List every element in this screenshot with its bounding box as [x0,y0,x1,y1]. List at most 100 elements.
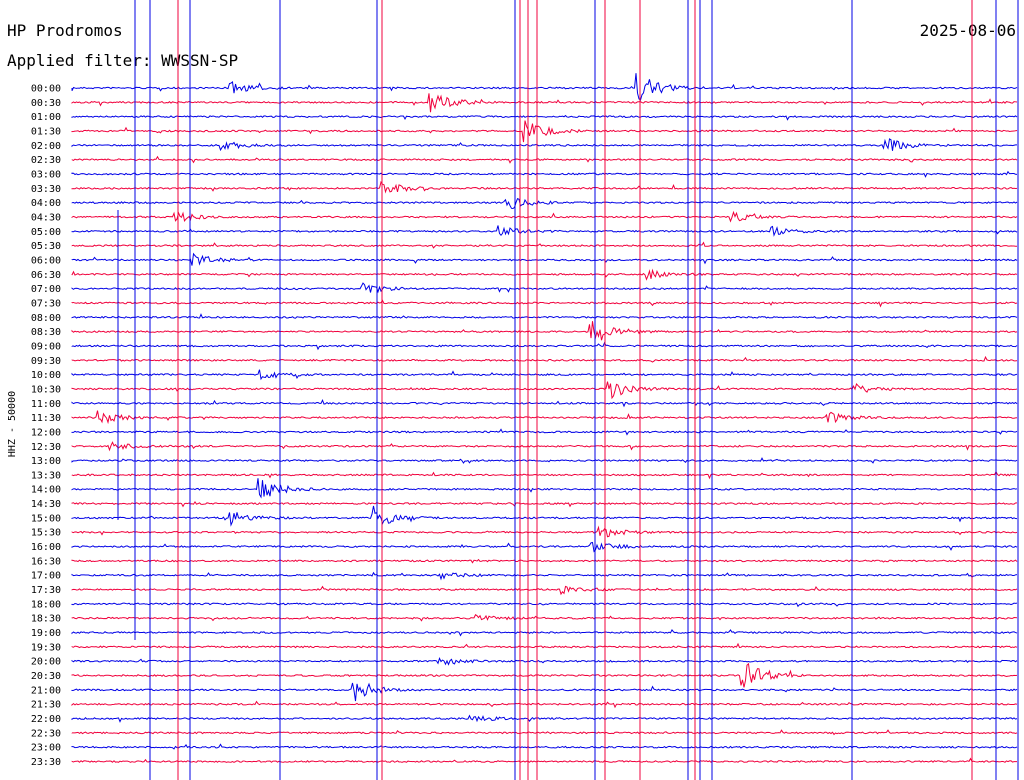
row-time-label: 00:30 [31,98,61,109]
row-time-label: 15:30 [31,528,61,539]
row-time-label: 07:00 [31,284,61,295]
trace-row [71,268,1018,281]
row-time-label: 12:00 [31,427,61,438]
trace-row [71,525,1018,538]
trace-row [71,457,1018,464]
y-axis-label: HHZ - 50000 [7,391,18,457]
row-time-label: 07:30 [31,298,61,309]
trace-row [71,225,1018,237]
trace-row [71,198,1018,210]
row-time-label: 22:30 [31,728,61,739]
row-time-label: 17:00 [31,571,61,582]
trace-row [71,571,1018,581]
date-label: 2025-08-06 [920,21,1016,40]
trace-row [71,120,1018,143]
trace-row [71,252,1018,266]
row-time-label: 06:30 [31,270,61,281]
row-time-label: 12:30 [31,442,61,453]
trace-row [71,428,1018,436]
trace-row [71,398,1018,408]
row-time-label: 01:30 [31,126,61,137]
trace-row [71,210,1018,223]
row-time-label: 09:30 [31,356,61,367]
row-time-label: 04:00 [31,198,61,209]
row-time-label: 21:30 [31,700,61,711]
trace-row [71,642,1018,649]
row-time-label: 14:30 [31,499,61,510]
trace-row [71,757,1018,763]
row-time-label: 20:00 [31,657,61,668]
row-time-label: 10:00 [31,370,61,381]
trace-row [71,73,1018,101]
row-time-label: 05:30 [31,241,61,252]
trace-row [71,558,1018,564]
row-time-label: 18:00 [31,599,61,610]
row-time-label: 06:00 [31,255,61,266]
row-time-label: 16:30 [31,556,61,567]
trace-row [71,657,1018,666]
trace-row [71,341,1018,351]
filter-label: Applied filter: WWSSN-SP [7,51,238,70]
trace-row [71,662,1018,688]
trace-row [71,381,1018,400]
trace-row [71,410,1018,425]
row-time-label: 23:00 [31,743,61,754]
trace-row [71,729,1018,736]
trace-row [71,355,1018,363]
trace-row [71,369,1018,381]
row-time-label: 16:00 [31,542,61,553]
trace-row [71,714,1018,723]
trace-row [71,441,1018,452]
trace-row [71,313,1018,319]
row-time-label: 22:00 [31,714,61,725]
trace-row [71,155,1018,164]
trace-row [71,478,1018,499]
trace-row [71,505,1018,527]
row-time-label: 18:30 [31,614,61,625]
trace-row [71,282,1018,294]
trace-row [71,170,1018,178]
row-time-label: 10:30 [31,384,61,395]
vertical-spikes [117,0,1019,780]
row-time-label: 08:00 [31,313,61,324]
row-time-label: 09:00 [31,341,61,352]
row-time-label: 11:00 [31,399,61,410]
row-time-label: 08:30 [31,327,61,338]
trace-row [71,629,1018,637]
trace-row [71,602,1018,608]
row-time-label: 02:30 [31,155,61,166]
trace-row [71,743,1018,750]
trace-row [71,541,1018,553]
trace-rows: 00:00 00:30 01:00 01:30 02:00 02:30 03:00 03:30… [31,73,1018,768]
row-time-label: 03:30 [31,184,61,195]
row-time-label: 19:30 [31,642,61,653]
row-time-label: 17:30 [31,585,61,596]
trace-row [71,114,1018,121]
trace-row [71,700,1018,709]
trace-row [71,93,1018,113]
row-time-label: 03:00 [31,169,61,180]
trace-row [71,321,1018,341]
trace-row [71,241,1018,249]
row-time-label: 04:30 [31,212,61,223]
station-title: HP Prodromos [7,21,123,40]
row-time-label: 14:00 [31,485,61,496]
row-time-label: 00:00 [31,84,61,95]
trace-row [71,299,1018,308]
row-time-label: 13:30 [31,470,61,481]
row-time-label: 02:00 [31,141,61,152]
trace-row [71,470,1018,480]
row-time-label: 05:00 [31,227,61,238]
row-time-label: 21:00 [31,685,61,696]
row-time-label: 23:30 [31,757,61,768]
trace-row [71,138,1018,152]
trace-row [71,500,1018,508]
trace-row [71,180,1018,194]
trace-row [71,682,1018,702]
trace-row [71,585,1018,596]
row-time-label: 01:00 [31,112,61,123]
row-time-label: 20:30 [31,671,61,682]
trace-row [71,614,1018,622]
row-time-label: 11:30 [31,413,61,424]
